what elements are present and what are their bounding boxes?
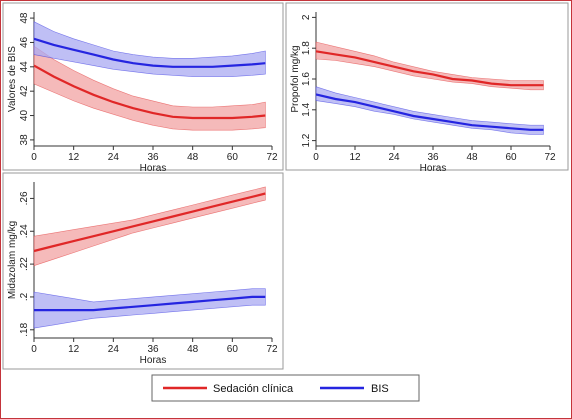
y-tick-label: 2 bbox=[301, 14, 312, 20]
y-tick-label: 38 bbox=[19, 134, 30, 146]
y-tick-label: .18 bbox=[19, 322, 30, 336]
x-tick-label: 12 bbox=[349, 152, 361, 163]
x-tick-label: 24 bbox=[108, 152, 120, 163]
series-line-bis bbox=[33, 37, 266, 68]
x-tick-label: 0 bbox=[31, 152, 37, 163]
y-axis-title: Propofol mg/kg bbox=[290, 45, 301, 112]
y-tick-label: .2 bbox=[19, 292, 30, 301]
x-axis-title: Horas bbox=[140, 163, 167, 174]
x-tick-label: 24 bbox=[108, 344, 120, 355]
y-tick-label: .26 bbox=[19, 191, 30, 205]
ci-band-bis bbox=[315, 86, 544, 135]
x-tick-label: 24 bbox=[388, 152, 400, 163]
x-tick-label: 36 bbox=[427, 152, 439, 163]
y-tick-label: 42 bbox=[19, 85, 30, 97]
ci-band-bis bbox=[33, 288, 266, 329]
series-line-bis bbox=[315, 93, 544, 131]
x-tick-label: 60 bbox=[227, 344, 239, 355]
y-tick-label: .22 bbox=[19, 257, 30, 271]
x-tick-label: 60 bbox=[227, 152, 239, 163]
x-tick-label: 72 bbox=[266, 152, 278, 163]
legend-label-bis: BIS bbox=[371, 383, 389, 395]
y-tick-label: 1.2 bbox=[301, 133, 312, 147]
series-line-clinical bbox=[33, 64, 266, 120]
y-tick-label: 40 bbox=[19, 110, 30, 122]
x-tick-label: 72 bbox=[266, 344, 278, 355]
series-line-clinical bbox=[33, 192, 266, 253]
y-axis-title: Valores de BIS bbox=[7, 46, 18, 112]
y-tick-label: 1.4 bbox=[301, 102, 312, 116]
y-tick-label: 1.8 bbox=[301, 41, 312, 55]
y-tick-label: 44 bbox=[19, 61, 30, 73]
x-tick-label: 12 bbox=[68, 344, 80, 355]
legend: Sedación clínica BIS bbox=[151, 374, 420, 402]
x-tick-label: 48 bbox=[187, 344, 199, 355]
x-tick-label: 60 bbox=[505, 152, 517, 163]
x-tick-label: 36 bbox=[147, 344, 159, 355]
panel-propofol: 0 12 24 36 48 60 72 1.2 1.4 1.6 1.8 2 Horas Propofol … bbox=[285, 2, 569, 174]
x-tick-label: 48 bbox=[466, 152, 478, 163]
x-axis-title: Horas bbox=[420, 163, 447, 174]
x-tick-label: 36 bbox=[147, 152, 159, 163]
panel-bis-values: 0 12 24 36 48 60 72 38 40 42 44 46 48 Horas Valores de… bbox=[2, 2, 284, 174]
legend-label-clinical: Sedación clínica bbox=[213, 383, 294, 395]
ci-band-clinical bbox=[33, 186, 266, 267]
y-tick-label: 46 bbox=[19, 36, 30, 48]
panel-midazolam: 0 12 24 36 48 60 72 .18 .2 .22 .24 .26 Horas Midazola… bbox=[2, 172, 284, 370]
y-axis-title: Midazolam mg/kg bbox=[7, 221, 18, 299]
x-tick-label: 48 bbox=[187, 152, 199, 163]
ci-band-bis bbox=[33, 21, 266, 77]
x-tick-label: 12 bbox=[68, 152, 80, 163]
series-line-clinical bbox=[315, 50, 544, 87]
ci-band-clinical bbox=[33, 45, 266, 131]
x-tick-label: 72 bbox=[544, 152, 556, 163]
y-tick-label: 1.6 bbox=[301, 72, 312, 86]
x-axis-title: Horas bbox=[140, 355, 167, 366]
y-tick-label: 48 bbox=[19, 12, 30, 24]
y-tick-label: .24 bbox=[19, 224, 30, 238]
x-tick-label: 0 bbox=[313, 152, 319, 163]
series-line-bis bbox=[34, 295, 266, 312]
x-tick-label: 0 bbox=[31, 344, 37, 355]
